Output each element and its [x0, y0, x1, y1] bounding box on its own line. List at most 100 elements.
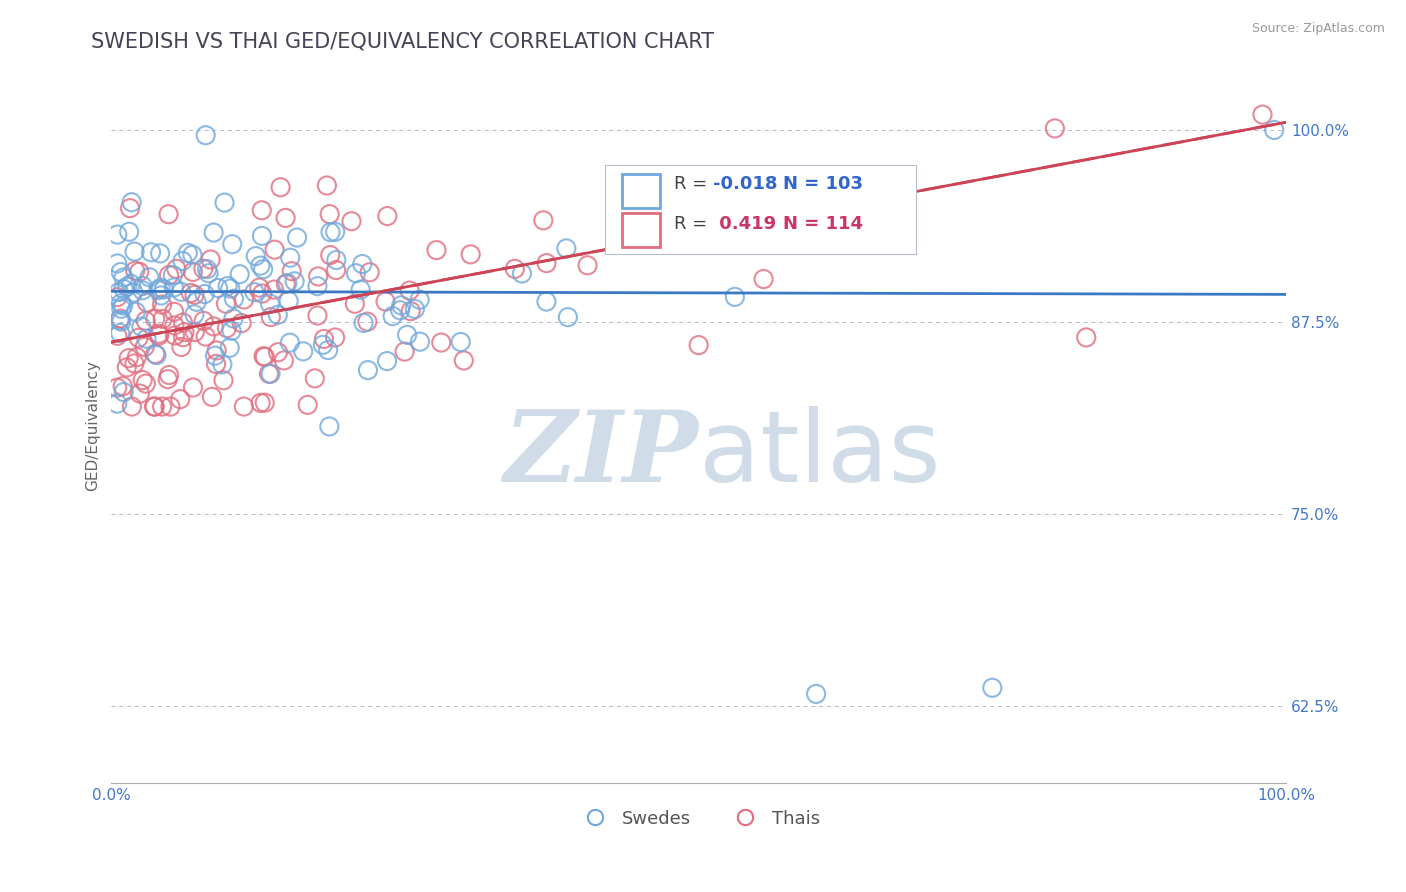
- Point: [981, 681, 1004, 695]
- Point: [134, 340, 156, 354]
- Point: [557, 310, 579, 325]
- Legend: Swedes, Thais: Swedes, Thais: [569, 802, 828, 835]
- Point: [143, 400, 166, 414]
- Point: [222, 311, 245, 326]
- Point: [267, 345, 290, 359]
- Point: [157, 368, 180, 382]
- Point: [162, 268, 184, 282]
- Point: [150, 400, 173, 414]
- Point: [204, 349, 226, 363]
- Point: [396, 327, 419, 342]
- Point: [110, 311, 132, 326]
- Point: [381, 309, 404, 323]
- Point: [278, 335, 301, 350]
- Point: [325, 263, 347, 277]
- Point: [177, 245, 200, 260]
- Point: [194, 128, 217, 143]
- Point: [131, 283, 153, 297]
- Point: [207, 281, 229, 295]
- Text: Source: ZipAtlas.com: Source: ZipAtlas.com: [1251, 22, 1385, 36]
- Point: [503, 261, 526, 276]
- Point: [153, 282, 176, 296]
- Point: [280, 264, 302, 278]
- Point: [259, 297, 281, 311]
- Point: [344, 266, 367, 280]
- Point: [172, 316, 194, 330]
- Point: [163, 280, 186, 294]
- Text: R =: R =: [673, 215, 713, 234]
- Point: [297, 398, 319, 412]
- Point: [263, 243, 285, 257]
- Point: [201, 390, 224, 404]
- Point: [253, 350, 276, 364]
- Point: [307, 269, 329, 284]
- Point: [252, 349, 274, 363]
- Point: [270, 180, 292, 194]
- Point: [1263, 123, 1285, 137]
- Point: [319, 248, 342, 262]
- Point: [159, 400, 181, 414]
- Point: [202, 319, 225, 334]
- Point: [247, 280, 270, 294]
- Point: [394, 344, 416, 359]
- Point: [359, 265, 381, 279]
- Point: [105, 381, 128, 395]
- Point: [260, 310, 283, 324]
- Point: [259, 367, 281, 381]
- Point: [120, 277, 142, 291]
- Point: [304, 371, 326, 385]
- Point: [408, 293, 430, 307]
- Point: [319, 225, 342, 239]
- Point: [626, 211, 648, 225]
- Point: [274, 277, 297, 291]
- Point: [292, 344, 315, 359]
- Point: [633, 229, 655, 244]
- Point: [186, 294, 208, 309]
- Point: [193, 261, 215, 276]
- Point: [252, 262, 274, 277]
- Point: [389, 298, 412, 312]
- Point: [398, 284, 420, 298]
- Point: [250, 286, 273, 301]
- Point: [105, 227, 128, 242]
- Point: [212, 373, 235, 387]
- Point: [357, 363, 380, 377]
- Point: [112, 270, 135, 285]
- Point: [243, 285, 266, 300]
- Point: [108, 313, 131, 327]
- Point: [214, 195, 236, 210]
- Point: [218, 341, 240, 355]
- Point: [118, 225, 141, 239]
- Point: [143, 400, 166, 414]
- Point: [205, 343, 228, 358]
- Point: [221, 237, 243, 252]
- Point: [536, 256, 558, 270]
- Point: [115, 360, 138, 375]
- Point: [686, 222, 709, 236]
- Point: [145, 348, 167, 362]
- Point: [222, 292, 245, 306]
- Point: [152, 312, 174, 326]
- Point: [245, 249, 267, 263]
- Point: [157, 207, 180, 221]
- Point: [172, 254, 194, 268]
- Point: [110, 301, 132, 316]
- Point: [307, 309, 329, 323]
- Point: [460, 247, 482, 261]
- Point: [353, 316, 375, 330]
- Point: [274, 211, 297, 225]
- Point: [170, 285, 193, 299]
- Point: [108, 285, 131, 299]
- Point: [1043, 121, 1066, 136]
- Point: [122, 285, 145, 300]
- Point: [131, 373, 153, 387]
- Point: [169, 392, 191, 406]
- Point: [318, 419, 340, 434]
- Point: [111, 379, 134, 393]
- Text: 0.419: 0.419: [713, 215, 776, 234]
- Point: [450, 334, 472, 349]
- Point: [183, 307, 205, 321]
- Point: [128, 265, 150, 279]
- Point: [267, 308, 290, 322]
- Point: [228, 267, 250, 281]
